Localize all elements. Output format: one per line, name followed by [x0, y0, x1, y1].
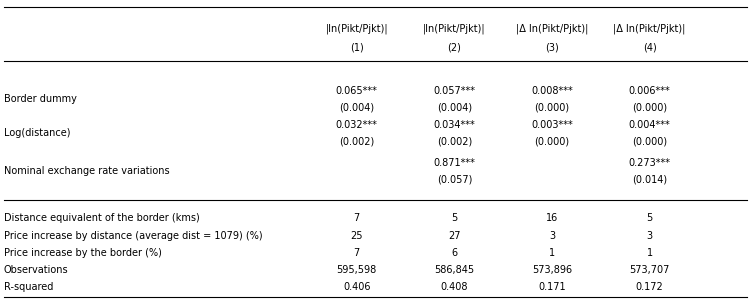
Text: 0.004***: 0.004*** [629, 120, 671, 130]
Text: 5: 5 [451, 213, 457, 223]
Text: 3: 3 [647, 231, 653, 241]
Text: (0.002): (0.002) [339, 136, 374, 147]
Text: Price increase by the border (%): Price increase by the border (%) [4, 248, 161, 258]
Text: 0.171: 0.171 [538, 282, 566, 292]
Text: |Δ ln(Pikt/Pjkt)|: |Δ ln(Pikt/Pjkt)| [516, 23, 588, 34]
Text: 0.032***: 0.032*** [336, 120, 378, 130]
Text: 0.408: 0.408 [441, 282, 468, 292]
Text: 16: 16 [546, 213, 558, 223]
Text: 0.172: 0.172 [636, 282, 663, 292]
Text: 5: 5 [647, 213, 653, 223]
Text: 595,598: 595,598 [336, 265, 377, 275]
Text: |ln(Pikt/Pjkt)|: |ln(Pikt/Pjkt)| [423, 23, 486, 34]
Text: (0.000): (0.000) [535, 136, 569, 147]
Text: Nominal exchange rate variations: Nominal exchange rate variations [4, 167, 170, 176]
Text: (0.004): (0.004) [437, 103, 472, 113]
Text: 3: 3 [549, 231, 555, 241]
Text: R-squared: R-squared [4, 282, 53, 292]
Text: 1: 1 [549, 248, 555, 258]
Text: |Δ ln(Pikt/Pjkt)|: |Δ ln(Pikt/Pjkt)| [614, 23, 686, 34]
Text: Price increase by distance (average dist = 1079) (%): Price increase by distance (average dist… [4, 231, 262, 241]
Text: Distance equivalent of the border (kms): Distance equivalent of the border (kms) [4, 213, 200, 223]
Text: |ln(Pikt/Pjkt)|: |ln(Pikt/Pjkt)| [325, 23, 388, 34]
Text: 0.006***: 0.006*** [629, 86, 671, 96]
Text: 0.003***: 0.003*** [531, 120, 573, 130]
Text: 7: 7 [354, 213, 360, 223]
Text: (0.002): (0.002) [437, 136, 472, 147]
Text: (2): (2) [448, 43, 461, 53]
Text: (0.000): (0.000) [632, 136, 667, 147]
Text: (0.004): (0.004) [339, 103, 374, 113]
Text: 586,845: 586,845 [434, 265, 475, 275]
Text: (0.000): (0.000) [535, 103, 569, 113]
Text: (1): (1) [350, 43, 363, 53]
Text: 0.273***: 0.273*** [629, 158, 671, 168]
Text: Border dummy: Border dummy [4, 94, 77, 104]
Text: 25: 25 [351, 231, 363, 241]
Text: (3): (3) [545, 43, 559, 53]
Text: 0.871***: 0.871*** [433, 158, 475, 168]
Text: Observations: Observations [4, 265, 68, 275]
Text: 573,707: 573,707 [629, 265, 670, 275]
Text: 0.034***: 0.034*** [433, 120, 475, 130]
Text: 0.065***: 0.065*** [336, 86, 378, 96]
Text: Log(distance): Log(distance) [4, 128, 71, 138]
Text: 1: 1 [647, 248, 653, 258]
Text: 27: 27 [448, 231, 460, 241]
Text: 6: 6 [451, 248, 457, 258]
Text: 0.057***: 0.057*** [433, 86, 475, 96]
Text: (4): (4) [643, 43, 656, 53]
Text: 7: 7 [354, 248, 360, 258]
Text: 0.406: 0.406 [343, 282, 370, 292]
Text: 573,896: 573,896 [532, 265, 572, 275]
Text: (0.000): (0.000) [632, 103, 667, 113]
Text: 0.008***: 0.008*** [531, 86, 573, 96]
Text: (0.014): (0.014) [632, 175, 667, 185]
Text: (0.057): (0.057) [436, 175, 472, 185]
